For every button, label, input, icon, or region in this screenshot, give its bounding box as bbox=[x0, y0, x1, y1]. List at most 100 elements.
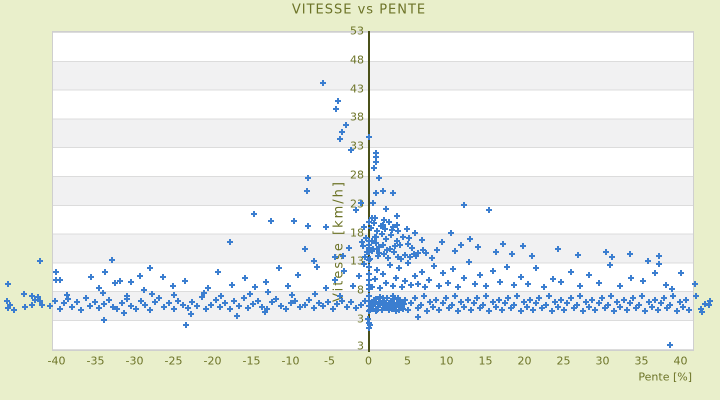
data-point bbox=[362, 253, 369, 260]
data-point bbox=[604, 301, 611, 308]
data-point bbox=[464, 296, 471, 303]
data-point bbox=[254, 297, 261, 304]
data-point bbox=[169, 282, 176, 289]
data-point bbox=[404, 241, 411, 248]
y-axis-line bbox=[368, 31, 370, 352]
data-point bbox=[427, 298, 434, 305]
data-point bbox=[359, 239, 366, 246]
data-point bbox=[564, 299, 571, 306]
data-point bbox=[65, 296, 72, 303]
data-point bbox=[294, 272, 301, 279]
data-point bbox=[96, 305, 103, 312]
data-point bbox=[331, 276, 338, 283]
data-point bbox=[261, 309, 268, 316]
data-point bbox=[151, 299, 158, 306]
data-point bbox=[262, 279, 269, 286]
data-point bbox=[676, 298, 683, 305]
data-point bbox=[418, 268, 425, 275]
data-point bbox=[114, 306, 121, 313]
data-point bbox=[207, 301, 214, 308]
data-point bbox=[336, 292, 343, 299]
data-point bbox=[372, 189, 379, 196]
x-tick-label: 25 bbox=[556, 354, 571, 368]
data-point bbox=[664, 305, 671, 312]
data-point bbox=[576, 292, 583, 299]
data-point bbox=[165, 300, 172, 307]
data-point bbox=[470, 299, 477, 306]
data-point bbox=[589, 296, 596, 303]
x-tick-label: -35 bbox=[86, 354, 105, 368]
data-point bbox=[200, 289, 207, 296]
data-point bbox=[91, 298, 98, 305]
data-point bbox=[495, 296, 502, 303]
data-point bbox=[320, 303, 327, 310]
data-point bbox=[414, 280, 421, 287]
data-point bbox=[645, 298, 652, 305]
x-tick-label: 30 bbox=[595, 354, 610, 368]
data-point bbox=[37, 298, 44, 305]
data-point bbox=[387, 246, 394, 253]
data-point bbox=[455, 307, 462, 314]
data-point bbox=[679, 303, 686, 310]
data-point bbox=[623, 306, 630, 313]
data-point bbox=[422, 283, 429, 290]
data-point bbox=[405, 260, 412, 267]
data-point bbox=[290, 217, 297, 224]
data-point bbox=[212, 296, 219, 303]
data-point bbox=[371, 276, 378, 283]
data-point bbox=[140, 287, 147, 294]
data-point bbox=[368, 283, 375, 290]
data-point bbox=[523, 303, 530, 310]
data-point bbox=[322, 224, 329, 231]
data-point bbox=[170, 306, 177, 313]
data-point bbox=[670, 292, 677, 299]
data-point bbox=[567, 269, 574, 276]
data-point bbox=[250, 301, 257, 308]
data-point bbox=[692, 280, 699, 287]
data-point bbox=[471, 281, 478, 288]
data-point bbox=[530, 306, 537, 313]
data-point bbox=[374, 306, 381, 313]
data-point bbox=[289, 292, 296, 299]
data-point bbox=[227, 239, 234, 246]
data-point bbox=[423, 250, 430, 257]
data-point bbox=[449, 266, 456, 273]
data-point bbox=[282, 306, 289, 313]
data-point bbox=[236, 302, 243, 309]
data-point bbox=[264, 305, 271, 312]
data-point bbox=[424, 307, 430, 314]
data-point bbox=[338, 128, 345, 135]
data-point bbox=[435, 282, 442, 289]
data-point bbox=[78, 306, 85, 313]
data-point bbox=[368, 237, 375, 244]
data-point bbox=[342, 122, 349, 129]
data-point bbox=[542, 301, 549, 308]
data-point bbox=[395, 253, 402, 260]
data-point bbox=[304, 223, 311, 230]
data-point bbox=[445, 279, 452, 286]
data-point bbox=[367, 321, 374, 328]
data-point bbox=[393, 213, 400, 220]
data-point bbox=[617, 283, 624, 290]
data-point bbox=[47, 303, 54, 310]
data-point bbox=[529, 252, 536, 259]
data-point bbox=[430, 303, 437, 310]
data-point bbox=[458, 298, 465, 305]
data-point bbox=[461, 303, 468, 310]
data-point bbox=[399, 234, 406, 241]
data-point bbox=[367, 307, 374, 314]
data-point bbox=[570, 305, 577, 312]
data-point bbox=[403, 225, 410, 232]
data-point bbox=[508, 305, 515, 312]
data-point bbox=[203, 305, 210, 312]
data-point bbox=[137, 298, 144, 305]
data-point bbox=[392, 242, 399, 249]
data-point bbox=[586, 303, 593, 310]
data-point bbox=[87, 273, 94, 280]
data-point bbox=[460, 275, 467, 282]
data-point bbox=[57, 277, 64, 284]
data-point bbox=[402, 252, 409, 259]
data-point bbox=[52, 269, 59, 276]
data-point bbox=[179, 302, 186, 309]
data-point bbox=[533, 299, 540, 306]
